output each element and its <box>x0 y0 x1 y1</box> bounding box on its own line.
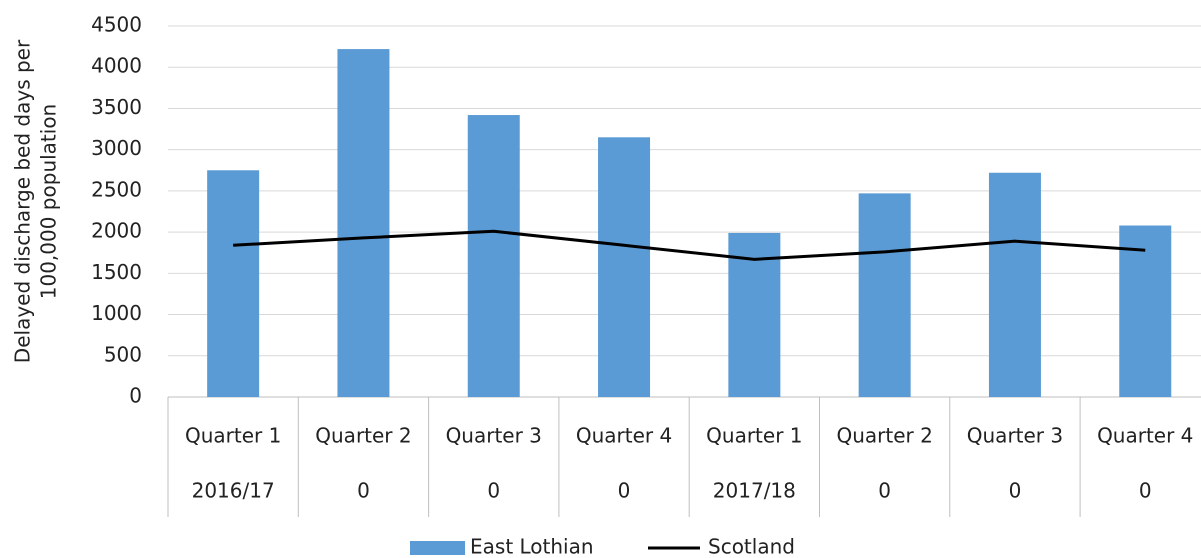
y-axis-label: Delayed discharge bed days per <box>11 39 35 363</box>
bar <box>598 137 651 398</box>
legend-label: East Lothian <box>470 535 594 558</box>
x-group-label: 0 <box>1139 479 1152 503</box>
y-tick-label: 0 <box>129 384 142 408</box>
y-tick-label: 4500 <box>91 13 142 37</box>
bar <box>988 172 1041 397</box>
x-tick-label: Quarter 2 <box>315 424 411 448</box>
x-group-label: 0 <box>487 479 500 503</box>
x-tick-label: Quarter 3 <box>446 424 542 448</box>
y-tick-label: 1000 <box>91 301 142 325</box>
x-group-label: 0 <box>618 479 631 503</box>
x-tick-label: Quarter 3 <box>967 424 1063 448</box>
bar <box>467 115 520 397</box>
y-tick-label: 1500 <box>91 260 142 284</box>
x-tick-label: Quarter 4 <box>576 424 672 448</box>
x-group-label: 0 <box>357 479 370 503</box>
x-group-label: 2016/17 <box>192 479 275 503</box>
y-tick-label: 500 <box>104 342 142 366</box>
y-tick-label: 2000 <box>91 219 142 243</box>
x-group-label: 0 <box>878 479 891 503</box>
x-tick-label: Quarter 1 <box>706 424 802 448</box>
bar <box>1119 225 1172 397</box>
bar <box>207 170 260 397</box>
bar <box>337 49 390 398</box>
y-tick-label: 3500 <box>91 95 142 119</box>
x-group-label: 0 <box>1009 479 1022 503</box>
y-tick-label: 3000 <box>91 136 142 160</box>
bar <box>858 193 911 397</box>
legend-label: Scotland <box>708 535 795 558</box>
x-group-label: 2017/18 <box>713 479 796 503</box>
x-tick-label: Quarter 4 <box>1097 424 1193 448</box>
x-tick-label: Quarter 1 <box>185 424 281 448</box>
line <box>233 229 1146 261</box>
y-tick-label: 4000 <box>91 54 142 78</box>
legend-swatch <box>410 541 465 555</box>
y-axis-label: 100,000 population <box>37 104 61 300</box>
x-tick-label: Quarter 2 <box>836 424 932 448</box>
y-tick-label: 2500 <box>91 177 142 201</box>
